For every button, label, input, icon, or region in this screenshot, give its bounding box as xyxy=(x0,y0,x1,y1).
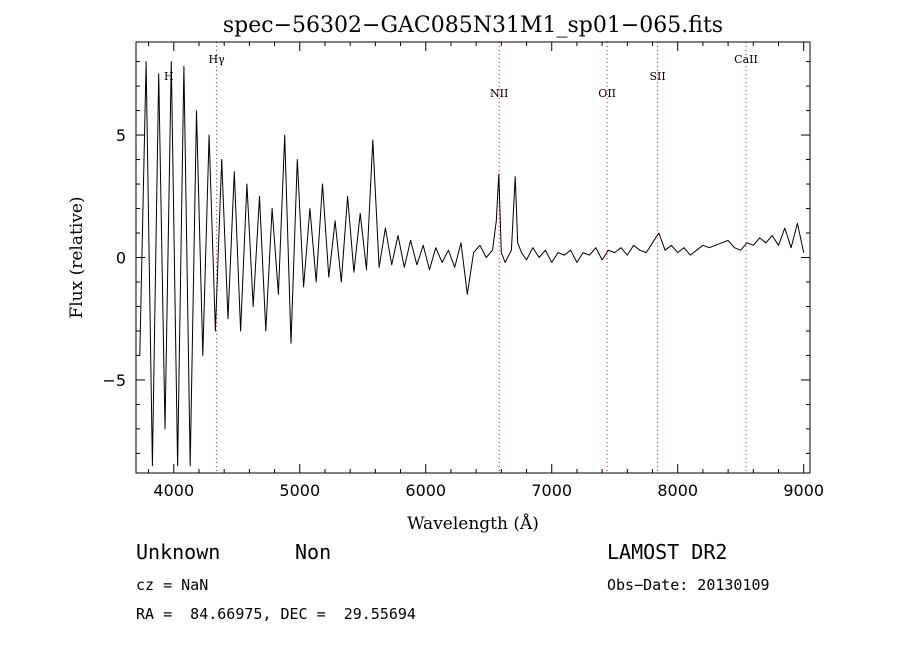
coordinates: RA = 84.66975, DEC = 29.55694 xyxy=(136,605,416,623)
obs-date: Obs−Date: 20130109 xyxy=(607,576,770,594)
y-axis-label: Flux (relative) xyxy=(67,196,87,318)
object-class: Unknown xyxy=(136,540,221,564)
reference-label: SII xyxy=(649,70,665,83)
reference-label: OII xyxy=(598,87,616,100)
reference-label: NII xyxy=(490,87,508,100)
x-axis-label: Wavelength (Å) xyxy=(407,513,539,534)
chart-title: spec−56302−GAC085N31M1_sp01−065.fits xyxy=(223,13,723,38)
x-tick-label: 6000 xyxy=(405,481,446,500)
redshift-value: cz = NaN xyxy=(136,576,209,594)
object-subclass: Non xyxy=(295,540,332,564)
x-tick-label: 4000 xyxy=(153,481,194,500)
reference-label: H xyxy=(164,70,174,83)
y-tick-label: −5 xyxy=(102,371,126,390)
survey-name: LAMOST DR2 xyxy=(607,540,728,564)
reference-label: CaII xyxy=(734,53,758,66)
y-tick-label: 5 xyxy=(116,126,126,145)
x-tick-label: 8000 xyxy=(657,481,698,500)
x-tick-label: 7000 xyxy=(531,481,572,500)
x-tick-label: 9000 xyxy=(783,481,824,500)
reference-label: Hγ xyxy=(209,53,226,66)
spectrum-line xyxy=(139,61,805,467)
y-tick-label: 0 xyxy=(116,249,126,268)
x-tick-label: 5000 xyxy=(279,481,320,500)
